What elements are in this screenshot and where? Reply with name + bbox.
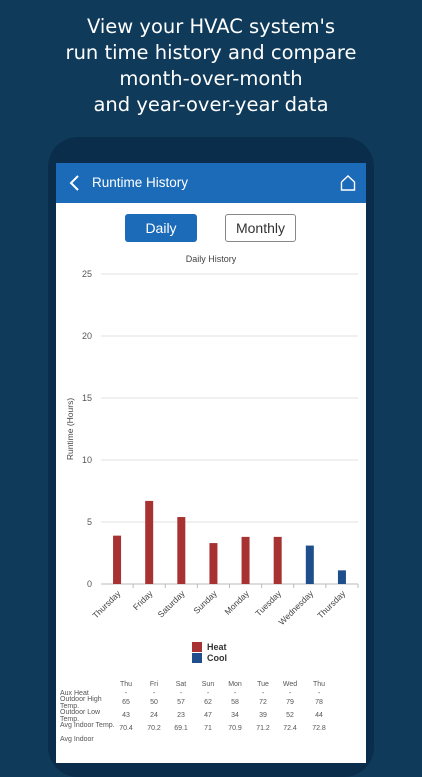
- table-cell: 34: [231, 712, 239, 719]
- table-cell: 44: [315, 712, 323, 719]
- table-cell: 23: [177, 712, 185, 719]
- table-row-label: Outdoor High Temp.: [60, 696, 102, 710]
- table-cell: 50: [150, 699, 158, 706]
- legend-item-heat: Heat: [192, 641, 227, 652]
- bar-heat: [145, 500, 154, 584]
- x-tick-label: Thursday: [315, 588, 348, 621]
- chevron-left-icon[interactable]: [68, 174, 82, 192]
- y-tick-label: 10: [82, 455, 92, 465]
- table-cell: 58: [231, 699, 239, 706]
- y-tick-label: 25: [82, 269, 92, 279]
- bar-heat: [113, 535, 122, 584]
- x-tick-label: Monday: [223, 588, 252, 617]
- x-tick-label: Tuesday: [253, 588, 283, 618]
- table-cell: 65: [122, 699, 130, 706]
- headline-line-4: and year-over-year data: [93, 93, 329, 116]
- x-tick-label: Sunday: [191, 588, 219, 616]
- x-tick-label: Thursday: [90, 588, 123, 621]
- table-cell: -: [206, 690, 210, 697]
- bar-heat: [177, 517, 186, 584]
- table-row-label: Outdoor Low Temp.: [60, 709, 101, 723]
- app-bar: Runtime History: [56, 163, 366, 203]
- legend-item-cool: Cool: [192, 652, 227, 663]
- table-cell: 57: [177, 699, 185, 706]
- home-icon[interactable]: [340, 174, 356, 192]
- y-tick-label: 20: [82, 331, 92, 341]
- chart-title: Daily History: [186, 254, 237, 264]
- legend-label: Cool: [207, 652, 227, 663]
- legend-label: Heat: [207, 641, 227, 652]
- bar-heat: [273, 536, 282, 584]
- y-tick-label: 15: [82, 393, 92, 403]
- legend-swatch: [192, 641, 202, 652]
- table-day-header: Mon: [228, 681, 242, 688]
- daily-toggle-button[interactable]: Daily: [125, 214, 197, 242]
- table-day-header: Sun: [201, 681, 215, 688]
- table-cell: 79: [286, 699, 294, 706]
- daily-history-chart: Daily History 0 5 10 15 20 25 Runtime (Hours) Th…: [65, 254, 359, 627]
- legend-swatch: [192, 652, 202, 663]
- bar-heat: [241, 536, 250, 584]
- table-cell: 52: [286, 712, 294, 719]
- table-cell: -: [233, 690, 237, 697]
- table-cell: 47: [204, 712, 212, 719]
- bar-heat: [209, 543, 218, 584]
- table-cell: 70.9: [228, 725, 242, 732]
- table-cell: 71.2: [256, 725, 270, 732]
- y-tick-label: 5: [87, 517, 92, 527]
- bar-cool: [337, 570, 346, 584]
- table-day-header: Sat: [175, 681, 187, 688]
- headline-line-1: View your HVAC system's: [86, 15, 336, 38]
- x-tick-label: Wednesday: [277, 588, 316, 627]
- table-cell: 69.1: [174, 725, 188, 732]
- table-cell: -: [317, 690, 321, 697]
- chart-legend: Heat Cool: [192, 641, 227, 663]
- table-day-header: Fri: [149, 681, 159, 688]
- monthly-toggle-button[interactable]: Monthly: [225, 214, 296, 242]
- table-cell: 70.4: [119, 725, 133, 732]
- table-day-header: Thu: [119, 681, 133, 688]
- table-cell: 62: [204, 699, 212, 706]
- table-row-label: Avg Indoor: [60, 736, 94, 743]
- table-cell: -: [288, 690, 292, 697]
- y-axis-label: Runtime (Hours): [65, 398, 75, 461]
- table-cell: 43: [122, 712, 130, 719]
- table-cell: -: [179, 690, 183, 697]
- table-cell: 24: [150, 712, 158, 719]
- table-cell: 70.2: [147, 725, 161, 732]
- table-row-label: Aux Heat: [60, 690, 89, 697]
- promo-headline: View your HVAC system's run time history…: [0, 14, 422, 118]
- table-cell: 72: [259, 699, 267, 706]
- table-cell: 72.4: [283, 725, 297, 732]
- x-tick-label: Saturday: [156, 588, 188, 620]
- table-cell: 78: [315, 699, 323, 706]
- headline-line-3: month-over-month: [119, 67, 303, 90]
- table-row-label: Avg Indoor Temp.: [60, 722, 115, 729]
- table-cell: 71: [204, 725, 212, 732]
- bar-cool: [305, 545, 314, 584]
- app-screen: Runtime History Daily Monthly Daily Hist…: [56, 163, 366, 763]
- table-day-header: Tue: [257, 681, 269, 688]
- page-title: Runtime History: [92, 175, 189, 190]
- table-cell: -: [152, 690, 156, 697]
- headline-line-2: run time history and compare: [65, 41, 357, 64]
- table-day-header: Wed: [282, 681, 298, 688]
- table-cell: -: [124, 690, 128, 697]
- table-cell: 72.8: [312, 725, 326, 732]
- table-cell: 39: [259, 712, 267, 719]
- table-cell: -: [261, 690, 265, 697]
- table-day-header: Thu: [312, 681, 326, 688]
- y-tick-label: 0: [87, 579, 92, 589]
- x-tick-label: Friday: [131, 588, 155, 612]
